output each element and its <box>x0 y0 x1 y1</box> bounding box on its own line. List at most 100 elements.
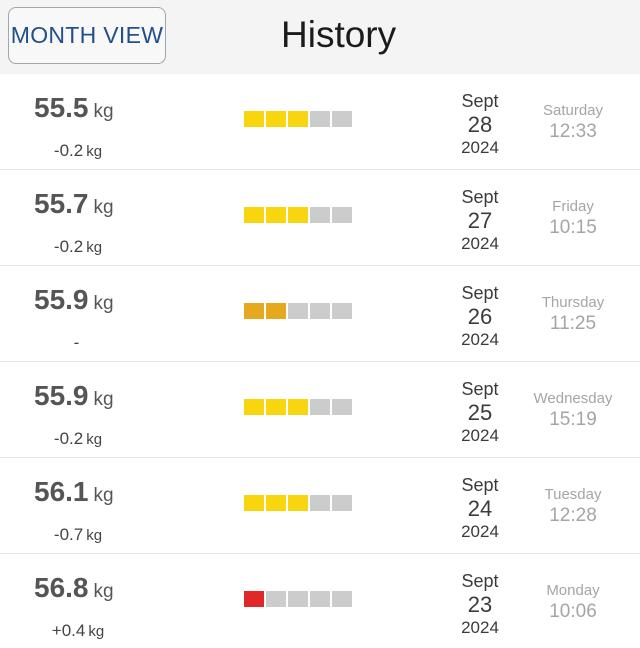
entry-time: 12:28 <box>549 505 597 526</box>
entry-year: 2024 <box>461 234 499 253</box>
weight-change: -0.2 kg <box>0 429 156 449</box>
entry-date: Sept 23 2024 <box>440 570 520 639</box>
entry-date: Sept 25 2024 <box>440 378 520 447</box>
entry-month: Sept <box>461 571 499 591</box>
rating-segment-empty <box>288 591 308 607</box>
entry-year: 2024 <box>461 522 499 541</box>
history-entry[interactable]: 56.8 kg +0.4 kg Sept 23 2024 Monday 10:06 <box>0 554 640 648</box>
rating-segment-empty <box>266 591 286 607</box>
rating-segment-filled <box>244 399 264 415</box>
weight-value: 55.9 kg <box>34 284 114 316</box>
entry-weekday: Tuesday <box>544 486 602 503</box>
weight-number: 55.9 <box>34 380 89 411</box>
weight-unit: kg <box>93 389 114 410</box>
rating-segment-filled <box>266 111 286 127</box>
weight-value: 56.8 kg <box>34 572 114 604</box>
weight-value: 55.5 kg <box>34 92 114 124</box>
rating-segment-filled <box>288 495 308 511</box>
rating-segment-filled <box>244 111 264 127</box>
entry-day: 28 <box>467 112 493 137</box>
entry-day: 23 <box>467 592 493 617</box>
rating-segment-empty <box>310 399 330 415</box>
weight-number: 56.1 <box>34 476 89 507</box>
weight-number: 55.7 <box>34 188 89 219</box>
rating-bar <box>244 399 352 415</box>
entry-weekday: Wednesday <box>533 390 613 407</box>
rating-segment-empty <box>310 207 330 223</box>
entry-month: Sept <box>461 475 499 495</box>
history-entry[interactable]: 56.1 kg -0.7 kg Sept 24 2024 Tuesday 12:28 <box>0 458 640 554</box>
weight-unit: kg <box>93 293 114 314</box>
weight-change-number: +0.4 <box>51 621 86 640</box>
rating-bar <box>244 495 352 511</box>
entry-date: Sept 28 2024 <box>440 90 520 159</box>
weight-value: 55.7 kg <box>34 188 114 220</box>
rating-segment-empty <box>332 495 352 511</box>
rating-segment-filled <box>266 495 286 511</box>
rating-segment-filled <box>266 207 286 223</box>
rating-bar <box>244 591 352 607</box>
entry-weekday-time: Tuesday 12:28 <box>523 486 623 528</box>
entry-day: 24 <box>467 496 493 521</box>
weight-change: +0.4 kg <box>0 621 156 641</box>
entry-year: 2024 <box>461 618 499 637</box>
weight-change-number: -0.7 <box>53 525 84 544</box>
rating-segment-filled <box>244 495 264 511</box>
entry-weekday: Saturday <box>542 102 604 119</box>
rating-segment-filled <box>288 207 308 223</box>
entry-month: Sept <box>461 283 499 303</box>
weight-change: -0.2 kg <box>0 141 156 161</box>
entry-month: Sept <box>461 187 499 207</box>
entry-date: Sept 27 2024 <box>440 186 520 255</box>
history-entry[interactable]: 55.9 kg -0.2 kg Sept 25 2024 Wednesday 15:… <box>0 362 640 458</box>
weight-number: 55.5 <box>34 92 89 123</box>
entry-year: 2024 <box>461 426 499 445</box>
rating-segment-filled <box>266 303 286 319</box>
rating-segment-filled <box>288 111 308 127</box>
history-entry[interactable]: 55.7 kg -0.2 kg Sept 27 2024 Friday 10:15 <box>0 170 640 266</box>
entry-weekday-time: Thursday 11:25 <box>523 294 623 336</box>
rating-segment-empty <box>332 207 352 223</box>
entry-weekday: Monday <box>546 582 600 599</box>
weight-number: 56.8 <box>34 572 89 603</box>
rating-bar <box>244 207 352 223</box>
month-view-button[interactable]: MONTH VIEW <box>8 7 166 64</box>
rating-segment-empty <box>310 111 330 127</box>
weight-change-unit: kg <box>86 143 103 160</box>
rating-bar <box>244 303 352 319</box>
entry-date: Sept 26 2024 <box>440 282 520 351</box>
rating-segment-filled <box>266 399 286 415</box>
entry-time: 15:19 <box>549 409 597 430</box>
entry-day: 27 <box>467 208 493 233</box>
history-list: 55.5 kg -0.2 kg Sept 28 2024 Saturday 12:3… <box>0 74 640 648</box>
entry-weekday-time: Wednesday 15:19 <box>523 390 623 432</box>
rating-segment-filled <box>244 591 264 607</box>
rating-bar <box>244 111 352 127</box>
entry-day: 26 <box>467 304 493 329</box>
rating-segment-empty <box>332 111 352 127</box>
rating-segment-filled <box>244 207 264 223</box>
rating-segment-filled <box>288 399 308 415</box>
entry-time: 11:25 <box>549 313 597 334</box>
rating-segment-empty <box>332 303 352 319</box>
entry-weekday: Thursday <box>541 294 605 311</box>
header: MONTH VIEW History <box>0 0 640 74</box>
entry-year: 2024 <box>461 330 499 349</box>
entry-time: 10:15 <box>549 217 597 238</box>
entry-weekday: Friday <box>552 198 594 215</box>
history-entry[interactable]: 55.9 kg - Sept 26 2024 Thursday 11:25 <box>0 266 640 362</box>
weight-change-number: - <box>73 333 80 352</box>
weight-change: -0.7 kg <box>0 525 156 545</box>
weight-change-number: -0.2 <box>53 237 84 256</box>
rating-segment-empty <box>310 591 330 607</box>
entry-time: 12:33 <box>549 121 597 142</box>
weight-change-unit: kg <box>88 623 105 640</box>
weight-change: - <box>0 333 156 353</box>
rating-segment-empty <box>332 399 352 415</box>
entry-date: Sept 24 2024 <box>440 474 520 543</box>
weight-change-unit: kg <box>86 239 103 256</box>
rating-segment-empty <box>310 303 330 319</box>
history-entry[interactable]: 55.5 kg -0.2 kg Sept 28 2024 Saturday 12:3… <box>0 74 640 170</box>
entry-month: Sept <box>461 379 499 399</box>
weight-unit: kg <box>93 197 114 218</box>
